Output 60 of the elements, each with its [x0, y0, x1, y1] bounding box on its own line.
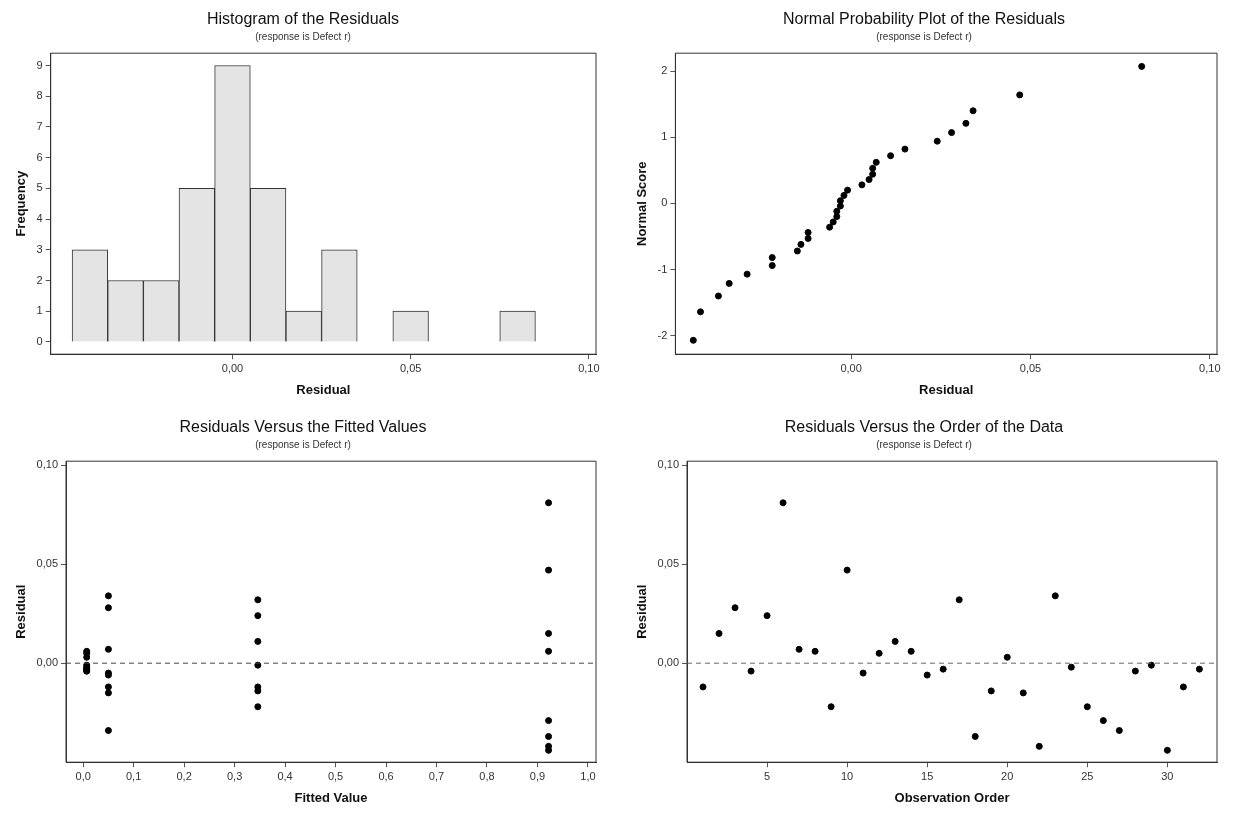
x-tick-label: 0,4 — [277, 769, 293, 782]
y-tick-label: -2 — [657, 328, 668, 341]
x-tick-label: 10 — [841, 769, 854, 782]
x-tick-label: 0,05 — [399, 361, 422, 374]
x-tick-label: 0,6 — [378, 769, 394, 782]
y-axis-title: Residual — [634, 584, 650, 639]
y-tick-label: -1 — [657, 262, 668, 275]
x-axis-title: Residual — [919, 381, 974, 397]
y-tick-label: 0 — [36, 334, 43, 347]
x-tick-label: 0,5 — [327, 769, 344, 782]
y-axis-title: Normal Score — [634, 161, 650, 246]
x-tick-label: 0,8 — [479, 769, 495, 782]
y-tick-label: 0,05 — [36, 557, 59, 570]
y-tick-label: 0,05 — [657, 557, 680, 570]
chart-title: Normal Probability Plot of the Residuals — [783, 10, 1065, 28]
y-tick-label: 0,00 — [657, 656, 680, 669]
y-tick-label: 0,10 — [657, 458, 680, 471]
y-axis-title: Residual — [13, 584, 29, 639]
y-tick-label: 2 — [36, 273, 43, 286]
y-tick-label: 1 — [36, 304, 43, 317]
x-tick-label: 5 — [764, 769, 771, 782]
y-tick-label: 1 — [661, 130, 668, 143]
x-axis-title: Observation Order — [894, 789, 1010, 805]
chart-subtitle: (response is Defect r) — [255, 438, 351, 450]
x-tick-label: 0,3 — [226, 769, 243, 782]
y-tick-label: 7 — [36, 119, 43, 132]
x-tick-label: 0,05 — [1019, 361, 1042, 374]
x-axis-title: Fitted Value — [294, 789, 368, 805]
y-tick-label: 3 — [36, 242, 43, 255]
x-axis-title: Residual — [296, 381, 351, 397]
chart-subtitle: (response is Defect r) — [255, 30, 351, 42]
y-tick-label: 6 — [36, 150, 43, 163]
chart-title: Residuals Versus the Fitted Values — [179, 418, 427, 436]
y-tick-label: 9 — [36, 58, 43, 71]
y-axis-title: Frequency — [13, 170, 29, 237]
chart-subtitle: (response is Defect r) — [876, 30, 972, 42]
y-tick-label: 0,10 — [36, 458, 59, 471]
y-tick-label: 8 — [36, 89, 43, 102]
x-tick-label: 0,1 — [126, 769, 142, 782]
x-tick-label: 0,7 — [428, 769, 445, 782]
y-tick-label: 2 — [661, 64, 668, 77]
y-tick-label: 0,00 — [36, 656, 59, 669]
x-tick-label: 0,9 — [529, 769, 546, 782]
chart-subtitle: (response is Defect r) — [876, 438, 972, 450]
chart-title: Histogram of the Residuals — [206, 10, 400, 28]
x-tick-label: 25 — [1081, 769, 1094, 782]
chart-title: Residuals Versus the Order of the Data — [784, 418, 1064, 436]
x-tick-label: 0,10 — [1199, 361, 1221, 374]
x-tick-label: 0,0 — [75, 769, 91, 782]
y-tick-label: 4 — [36, 212, 43, 225]
x-tick-label: 0,00 — [840, 361, 862, 374]
y-tick-label: 0 — [661, 196, 668, 209]
x-tick-label: 30 — [1161, 769, 1174, 782]
x-tick-label: 1,0 — [580, 769, 596, 782]
x-tick-label: 20 — [1001, 769, 1014, 782]
x-tick-label: 0,2 — [176, 769, 192, 782]
x-tick-label: 0,00 — [221, 361, 244, 374]
x-tick-label: 15 — [921, 769, 934, 782]
y-tick-label: 5 — [36, 181, 43, 194]
x-tick-label: 0,10 — [578, 361, 600, 374]
